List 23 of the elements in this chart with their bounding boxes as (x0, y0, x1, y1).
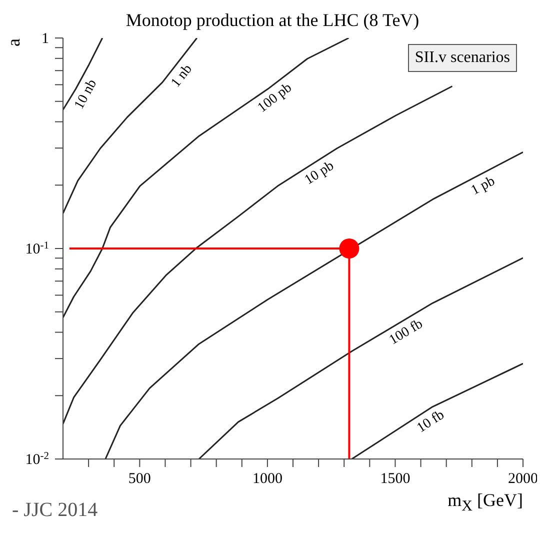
y-axis-title: a (4, 38, 24, 46)
x-tick-label: 500 (128, 471, 151, 487)
x-tick-label: 1500 (380, 471, 410, 487)
chart-title: Monotop production at the LHC (8 TeV) (124, 9, 420, 32)
line-series (198, 257, 523, 459)
text: 10 nb (72, 77, 100, 112)
text: 1 nb (168, 62, 196, 90)
y-tick-label: 10$^{-2}$ (25, 450, 49, 468)
text: - JJC 2014 (12, 498, 98, 522)
line-series (104, 151, 523, 459)
x-axis-title: m$_{X}$ [GeV] (448, 489, 523, 517)
y-tick-label: 1 (42, 31, 49, 47)
text: 10 fb (414, 408, 448, 436)
text: 10 pb (302, 158, 337, 188)
annotation: SII.v scenarios (408, 44, 517, 72)
text: 100 fb (386, 316, 426, 348)
line-series (63, 38, 350, 318)
y-tick-label: 10$^{-1}$ (25, 240, 49, 258)
x-tick-label: 1000 (252, 471, 282, 487)
text: 1 pb (468, 174, 498, 198)
text: 100 pb (255, 80, 295, 116)
line-series (63, 38, 104, 111)
line-series (63, 38, 198, 214)
